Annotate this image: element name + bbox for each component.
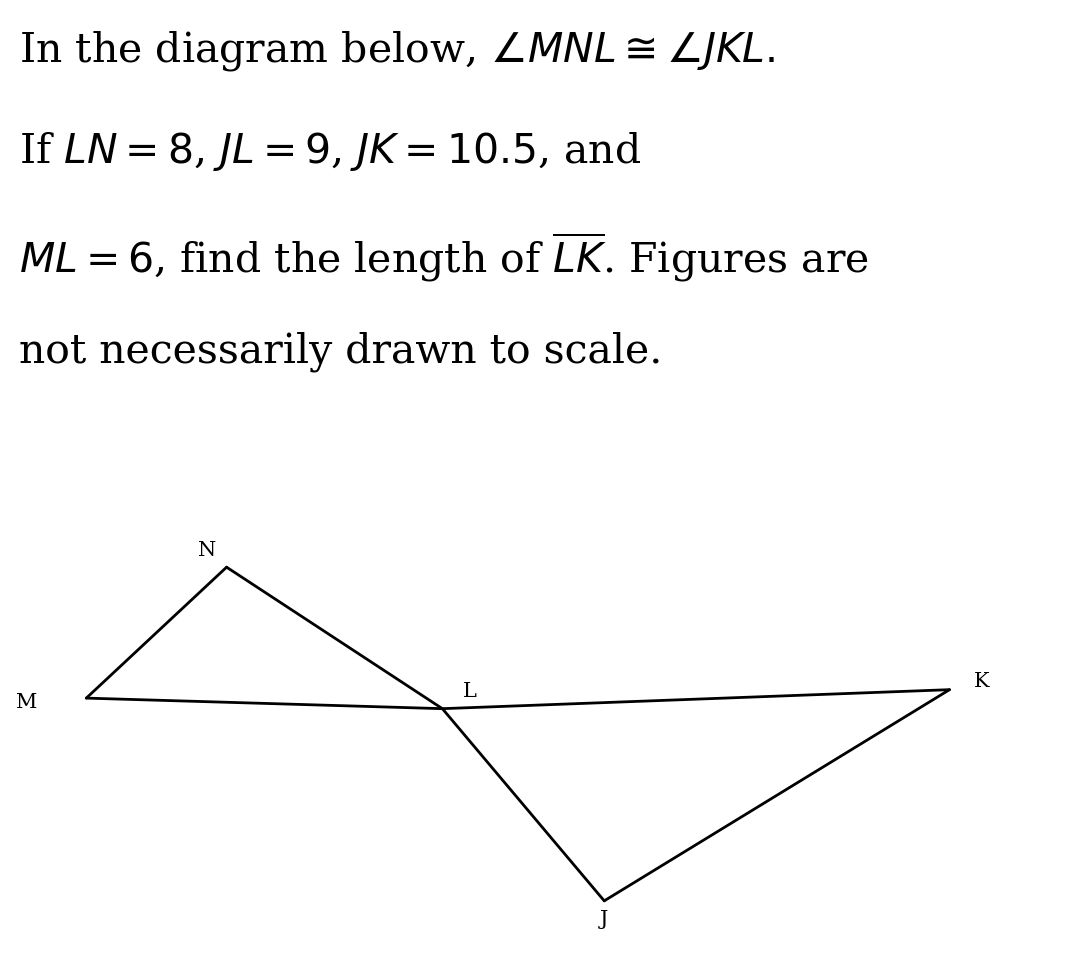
- Text: If $LN = 8$, $JL = 9$, $JK = 10.5$, and: If $LN = 8$, $JL = 9$, $JK = 10.5$, and: [19, 130, 642, 173]
- Text: not necessarily drawn to scale.: not necessarily drawn to scale.: [19, 331, 663, 372]
- Text: $ML = 6$, find the length of $\overline{LK}$. Figures are: $ML = 6$, find the length of $\overline{…: [19, 230, 870, 283]
- Text: N: N: [199, 540, 216, 560]
- Text: J: J: [600, 910, 609, 929]
- Text: K: K: [974, 672, 989, 690]
- Text: M: M: [16, 693, 38, 711]
- Text: In the diagram below, $\angle MNL \cong \angle JKL.$: In the diagram below, $\angle MNL \cong …: [19, 29, 776, 73]
- Text: L: L: [463, 683, 476, 701]
